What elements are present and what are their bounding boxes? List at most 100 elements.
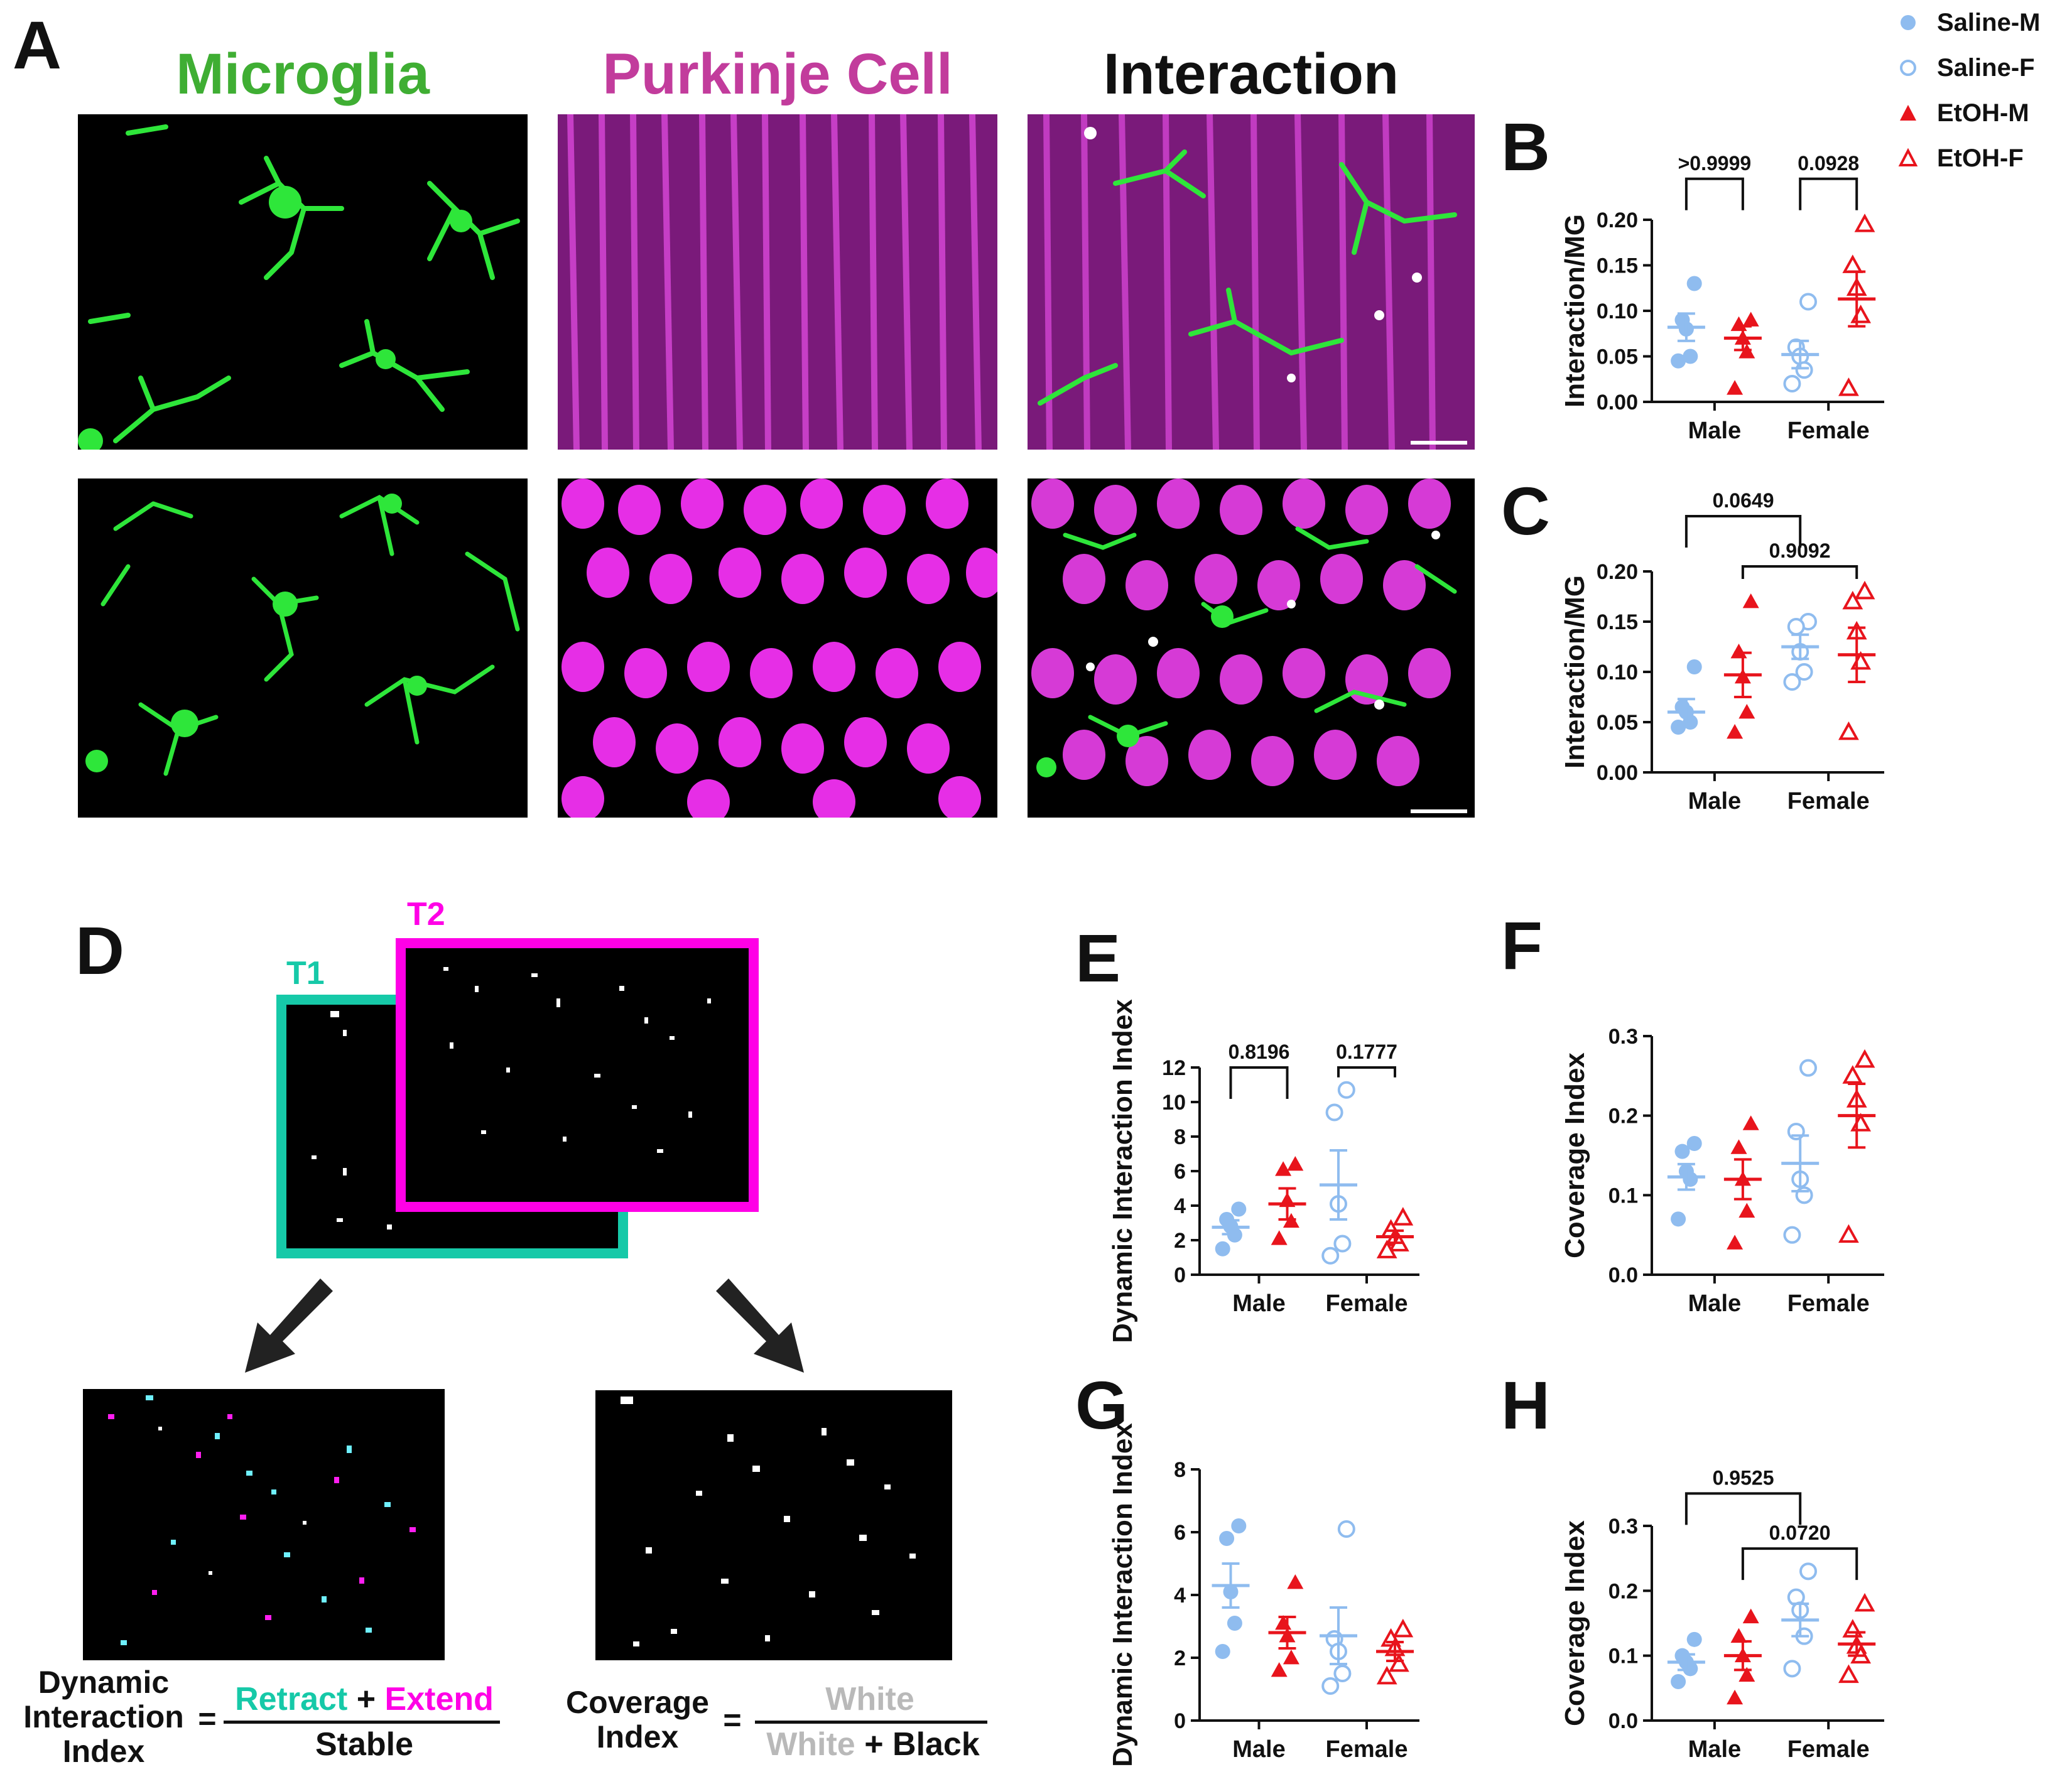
data-point — [1271, 1230, 1288, 1245]
cov-numerator: White — [825, 1681, 914, 1717]
data-point — [1730, 1139, 1747, 1154]
data-point — [1337, 1081, 1355, 1099]
black-term: Black — [892, 1726, 980, 1763]
panel-letter-b: B — [1501, 109, 1550, 185]
chart-g: 0 2 4 6 8 Male Female Dynamic Interaction Index — [1105, 1423, 1432, 1777]
data-point — [1325, 1103, 1343, 1122]
cov-fraction-line — [755, 1721, 987, 1724]
t1-label: T1 — [286, 955, 325, 992]
cov-equals: = — [723, 1702, 742, 1738]
significance-bracket — [1684, 515, 1802, 548]
chart-e: 0 2 4 6 8 10 12 Male Female Dynamic Interaction I… — [1105, 980, 1432, 1343]
data-point — [1742, 1115, 1759, 1130]
panel-letter-h: H — [1501, 1367, 1550, 1443]
x-tick-label: Female — [1326, 1290, 1408, 1317]
data-point — [1727, 1689, 1744, 1705]
plus-sign: + — [864, 1726, 884, 1763]
filled-triangle-icon — [1900, 105, 1916, 121]
data-point — [1321, 1246, 1340, 1265]
data-point — [1842, 254, 1863, 273]
y-tick-label: 10 — [1162, 1091, 1186, 1115]
data-point — [1838, 1224, 1859, 1243]
data-point — [1287, 1574, 1304, 1589]
y-tick-label: 0.10 — [1597, 661, 1638, 684]
data-point — [1842, 1619, 1863, 1638]
data-point — [1738, 1667, 1755, 1682]
interaction-image-bottom-art — [1031, 478, 1467, 813]
data-point — [1783, 1226, 1801, 1244]
legend-label: Saline-M — [1937, 8, 2041, 36]
x-tick-label: Male — [1688, 1736, 1741, 1763]
y-axis-label: Interaction/MG — [1559, 575, 1590, 769]
data-point — [1850, 305, 1871, 323]
arrow-left-icon — [245, 1278, 333, 1373]
data-point — [1671, 720, 1686, 735]
purkinje-image-bottom-art — [561, 478, 997, 818]
dyn-equals: = — [198, 1701, 217, 1736]
y-tick-label: 2 — [1174, 1229, 1186, 1253]
y-tick-label: 0.1 — [1608, 1184, 1638, 1208]
coverage-binary-image — [595, 1390, 952, 1660]
data-point — [1850, 1113, 1871, 1132]
data-point — [1783, 1660, 1801, 1678]
y-tick-label: 0.10 — [1597, 300, 1638, 323]
data-point — [1842, 1065, 1863, 1084]
y-tick-label: 0 — [1174, 1263, 1186, 1287]
arrow-right-icon — [716, 1278, 804, 1373]
interaction-image-top-art — [1038, 114, 1467, 450]
data-point — [1838, 721, 1859, 740]
significance-bracket — [1799, 177, 1858, 210]
p-value-label: 0.1777 — [1336, 1040, 1397, 1063]
y-tick-label: 0.0 — [1608, 1709, 1638, 1733]
chart-e-svg: 0 2 4 6 8 10 12 Male Female Dynamic Interaction I… — [1107, 999, 1419, 1343]
legend-saline-m: Saline-M — [1897, 4, 2040, 41]
significance-bracket — [1741, 1547, 1858, 1581]
y-tick-label: 0.00 — [1597, 761, 1638, 785]
data-point — [1333, 1665, 1352, 1682]
data-point — [1686, 1631, 1702, 1647]
chart-h-svg: 0.0 0.1 0.2 0.3 Male Female Coverage Index 0.95… — [1559, 1466, 1884, 1763]
data-point — [1674, 1143, 1690, 1159]
significance-bracket — [1741, 565, 1858, 579]
data-point — [1671, 1211, 1686, 1227]
cov-label-line-2: Index — [596, 1719, 679, 1754]
data-point — [1389, 1653, 1409, 1672]
dyn-formula-label: Dynamic Interaction Index — [6, 1665, 201, 1769]
chart-f: 0.0 0.1 0.2 0.3 Male Female Coverage Index — [1558, 992, 1897, 1331]
t1-frame-art — [312, 1011, 392, 1230]
y-tick-label: 0.20 — [1597, 208, 1638, 232]
data-point — [1799, 1562, 1817, 1581]
p-value-label: >0.9999 — [1678, 152, 1752, 175]
data-point — [1799, 293, 1817, 311]
data-point — [1271, 1662, 1288, 1677]
chart-g-svg: 0 2 4 6 8 Male Female Dynamic Interaction Index — [1107, 1423, 1419, 1767]
extend-term: Extend — [384, 1681, 494, 1717]
x-tick-label: Male — [1688, 1290, 1741, 1317]
data-point — [1783, 673, 1801, 691]
dyn-numerator: Retract + Extend — [226, 1683, 502, 1716]
y-tick-label: 0 — [1174, 1709, 1186, 1733]
y-tick-label: 6 — [1174, 1521, 1186, 1545]
data-point — [1686, 659, 1702, 674]
dyn-label-line-3: Index — [62, 1734, 145, 1769]
y-tick-label: 12 — [1162, 1056, 1186, 1080]
y-tick-label: 0.05 — [1597, 345, 1638, 369]
data-point — [1683, 349, 1698, 364]
x-tick-label: Male — [1688, 788, 1741, 814]
data-point — [1854, 580, 1875, 600]
data-point — [1727, 724, 1744, 739]
legend-etoh-f: EtOH-F — [1897, 139, 2024, 177]
legend-saline-f: Saline-F — [1897, 49, 2035, 87]
dynamic-overlay-image-art — [108, 1395, 416, 1645]
data-point — [1686, 1136, 1702, 1151]
data-point — [1231, 1201, 1247, 1217]
plus-sign: + — [356, 1681, 376, 1717]
microglia-image-bottom — [78, 478, 528, 818]
p-value-label: 0.0649 — [1713, 489, 1774, 512]
data-point — [1227, 1616, 1242, 1631]
y-axis-label: Coverage Index — [1559, 1520, 1590, 1726]
dyn-fraction-line — [224, 1721, 500, 1724]
legend-label: EtOH-M — [1937, 99, 2029, 127]
y-tick-label: 4 — [1174, 1194, 1186, 1218]
data-point — [1671, 1674, 1686, 1689]
